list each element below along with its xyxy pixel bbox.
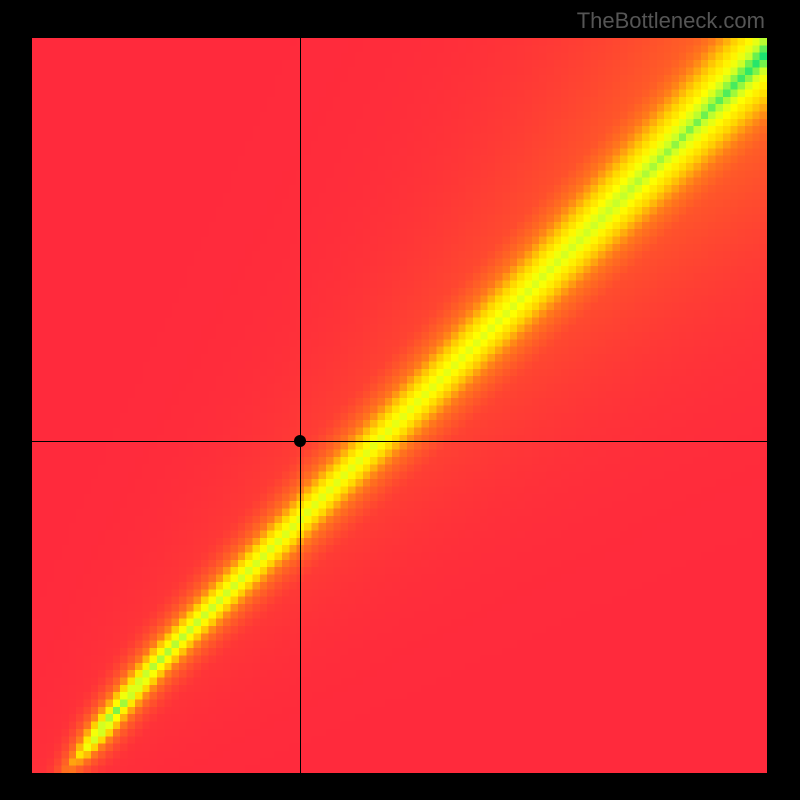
watermark-text: TheBottleneck.com [577,8,765,34]
crosshair-vertical [300,38,301,773]
crosshair-horizontal [32,441,767,442]
heatmap-canvas [32,38,767,773]
bottleneck-heatmap [32,38,767,773]
crosshair-marker [294,435,306,447]
